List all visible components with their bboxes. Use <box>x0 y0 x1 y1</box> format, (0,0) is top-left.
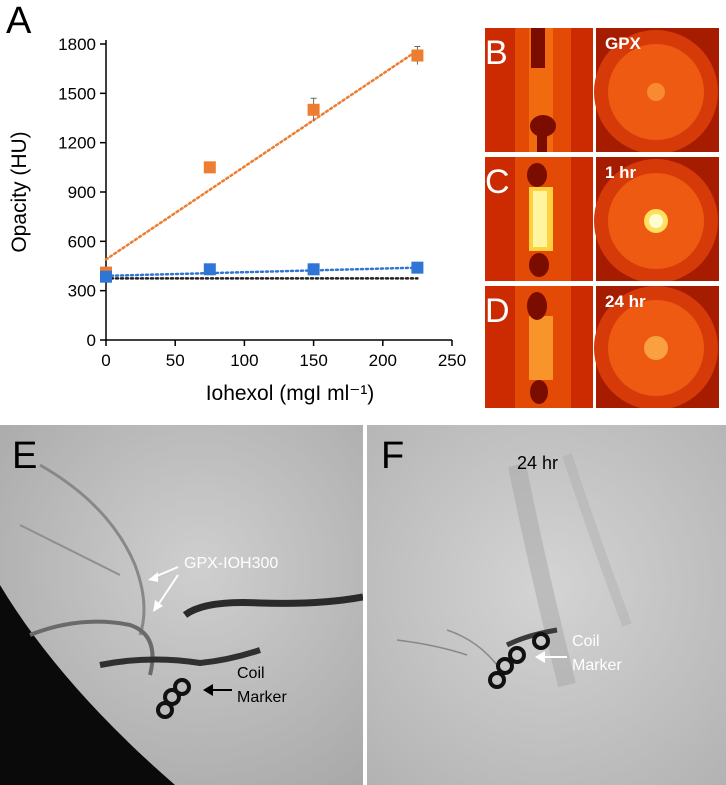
ct-label-24hr: 24 hr <box>605 292 646 311</box>
y-axis-label: Opacity (HU) <box>8 131 31 252</box>
chart-markers <box>100 49 424 283</box>
fluoro-panel-e: E GPX-IOH300 Coil Marker <box>0 425 363 785</box>
ct-image-b <box>485 28 719 152</box>
panel-letter-e: E <box>12 435 38 477</box>
y-tick-label: 1800 <box>58 35 96 54</box>
annotation-coil-marker-f-line2: Marker <box>572 657 622 674</box>
y-tick-label: 300 <box>68 282 96 301</box>
ct-panel-b: B GPX <box>485 28 719 152</box>
data-point-series-1 <box>307 103 320 116</box>
x-tick-label: 150 <box>299 351 327 370</box>
y-tick-label: 900 <box>68 183 96 202</box>
data-point-series-2 <box>411 261 424 274</box>
data-point-series-1 <box>203 161 216 174</box>
ct-label-1hr: 1 hr <box>605 163 637 182</box>
x-tick-label: 0 <box>101 351 110 370</box>
panel-letter-a: A <box>6 0 32 42</box>
x-tick-label: 250 <box>438 351 466 370</box>
x-tick-label: 200 <box>369 351 397 370</box>
ct-panel-d: D 24 hr <box>485 286 719 408</box>
chart-axes: 0 300 600 900 1200 1500 1800 0 50 100 150 200 250 <box>58 35 466 370</box>
y-tick-label: 1500 <box>58 84 96 103</box>
chart-trendlines <box>104 49 419 280</box>
annotation-coil-marker-e-line2: Marker <box>237 689 287 706</box>
panel-letter-f: F <box>381 435 405 477</box>
y-tick-label: 1200 <box>58 134 96 153</box>
ct-panel-c: C 1 hr <box>485 157 719 281</box>
fluoro-image-f <box>367 425 726 785</box>
fluoro-panel-f: F 24 hr Coil Marker <box>367 425 726 785</box>
opacity-chart: 0 300 600 900 1200 1500 1800 0 50 100 150 200 250 Op… <box>8 35 466 405</box>
ct-label-gpx: GPX <box>605 34 641 53</box>
panel-letter-d: D <box>485 292 510 330</box>
annotation-coil-marker-f-line1: Coil <box>572 633 600 650</box>
trendline-series-2 <box>104 266 419 278</box>
data-point-series-2 <box>307 263 320 276</box>
annotation-gpx-ioh300: GPX-IOH300 <box>184 555 279 572</box>
ct-image-d <box>485 286 719 408</box>
data-point-series-2 <box>100 270 112 283</box>
y-tick-label: 0 <box>87 331 96 350</box>
fluoro-image-e <box>0 425 363 785</box>
x-axis-label: Iohexol (mgI ml⁻¹) <box>206 382 375 405</box>
trendline-series-1 <box>104 49 419 261</box>
ct-image-c <box>485 157 719 281</box>
x-tick-label: 100 <box>230 351 258 370</box>
annotation-coil-marker-e-line1: Coil <box>237 665 265 682</box>
panel-letter-b: B <box>485 34 508 72</box>
data-point-series-1 <box>411 49 424 62</box>
fluoro-time-label-24hr: 24 hr <box>517 453 559 473</box>
panel-letter-c: C <box>485 163 510 201</box>
x-tick-label: 50 <box>166 351 185 370</box>
y-tick-label: 600 <box>68 232 96 251</box>
data-point-series-2 <box>203 263 216 276</box>
